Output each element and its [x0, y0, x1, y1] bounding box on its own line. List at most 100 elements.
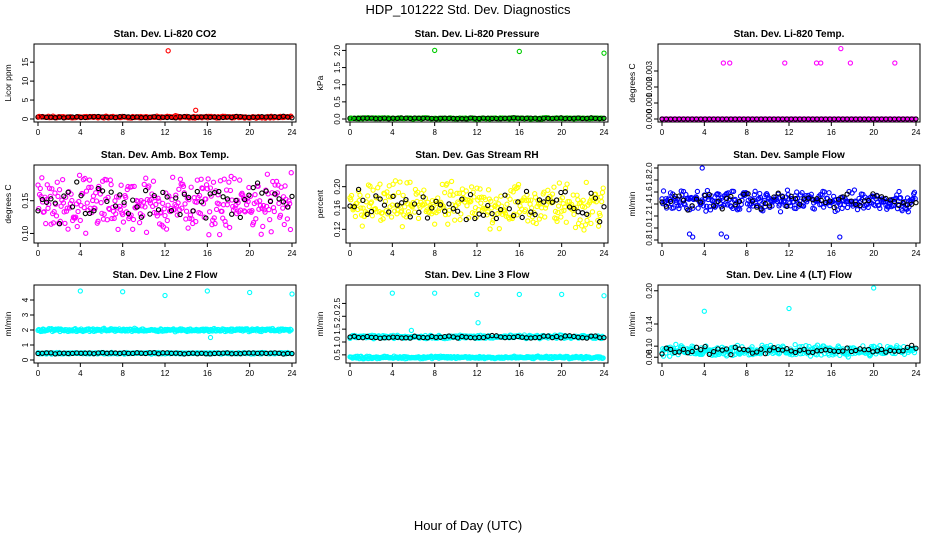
- data-point: [271, 208, 277, 215]
- data-point: [249, 208, 255, 214]
- mean-point: [835, 196, 842, 202]
- x-tick-label: 16: [515, 249, 524, 258]
- data-point: [64, 205, 70, 211]
- y-tick-label: 0.15: [21, 192, 30, 208]
- data-point: [204, 186, 210, 192]
- data-point: [44, 182, 50, 188]
- x-tick-label: 12: [785, 249, 794, 258]
- mean-point: [840, 348, 846, 354]
- x-tick-label: 8: [120, 369, 125, 378]
- y-axis-label: degrees C: [3, 184, 13, 223]
- data-point: [262, 209, 268, 215]
- data-point: [737, 206, 743, 212]
- data-point: [173, 192, 179, 198]
- outlier-point: [818, 60, 824, 66]
- data-point: [784, 187, 791, 193]
- y-tick-label: 0.14: [645, 316, 654, 332]
- data-point: [95, 218, 101, 224]
- x-tick-label: 24: [912, 249, 921, 258]
- mean-point: [454, 335, 461, 341]
- data-point: [179, 205, 185, 211]
- data-point: [716, 191, 722, 197]
- data-point: [559, 195, 566, 201]
- data-point: [153, 201, 159, 208]
- mean-point: [758, 206, 764, 212]
- data-point: [352, 213, 359, 220]
- mean-point: [364, 211, 370, 217]
- data-point: [851, 187, 858, 193]
- x-tick-label: 16: [203, 249, 212, 258]
- mean-point: [689, 203, 695, 209]
- mean-point: [865, 197, 872, 204]
- mean-point: [728, 193, 734, 200]
- outlier-point: [172, 112, 179, 119]
- data-point: [597, 212, 603, 219]
- x-tick-label: 0: [36, 249, 41, 258]
- x-tick-label: 20: [869, 128, 878, 137]
- data-point: [266, 206, 272, 213]
- data-point: [104, 217, 110, 223]
- data-point: [379, 210, 385, 216]
- data-point: [211, 215, 217, 221]
- x-tick-label: 4: [78, 249, 83, 258]
- data-point: [75, 208, 81, 215]
- data-point: [746, 207, 752, 213]
- data-point: [282, 183, 288, 189]
- mean-point: [588, 190, 594, 196]
- mean-point: [913, 116, 919, 122]
- data-point: [794, 189, 800, 195]
- data-point: [171, 207, 177, 213]
- data-point: [98, 200, 104, 206]
- data-point: [797, 198, 803, 204]
- data-point: [493, 196, 499, 202]
- data-point: [571, 211, 577, 218]
- mean-point: [909, 201, 915, 207]
- data-point: [667, 353, 673, 359]
- data-point: [464, 203, 470, 209]
- mean-point: [840, 194, 846, 200]
- y-tick-label: 1.0: [333, 79, 342, 91]
- x-tick-label: 12: [785, 128, 794, 137]
- mean-point: [814, 196, 820, 202]
- data-point: [694, 188, 701, 195]
- x-tick-label: 20: [245, 128, 254, 137]
- data-point: [392, 178, 399, 184]
- mean-point: [160, 189, 166, 196]
- data-point: [198, 176, 204, 182]
- mean-point: [541, 199, 547, 205]
- mean-point: [272, 191, 278, 197]
- mean-point: [848, 198, 855, 204]
- mean-point: [663, 203, 669, 209]
- data-point: [257, 198, 263, 204]
- mean-point: [74, 179, 80, 185]
- data-point: [360, 205, 366, 211]
- mean-point: [65, 189, 71, 195]
- mean-point: [61, 193, 67, 199]
- data-point: [186, 196, 192, 203]
- mean-point: [485, 202, 491, 209]
- data-point: [35, 182, 41, 188]
- mean-point: [698, 347, 704, 353]
- data-point: [57, 218, 63, 224]
- mean-point: [99, 188, 106, 194]
- panel-title: Stan. Dev. Gas Stream RH: [415, 150, 538, 161]
- outlier-point: [838, 45, 844, 52]
- y-tick-label: 0.08: [645, 349, 654, 365]
- x-tick-label: 0: [348, 128, 353, 137]
- data-point: [474, 185, 480, 191]
- outlier-point: [686, 231, 693, 237]
- mean-point: [463, 216, 469, 223]
- y-tick-label: 1.0: [645, 222, 654, 234]
- mean-point: [896, 202, 902, 209]
- data-point: [46, 185, 53, 191]
- data-point: [193, 218, 199, 225]
- data-point: [515, 181, 522, 188]
- mean-point: [450, 206, 456, 212]
- x-tick-label: 4: [78, 128, 83, 137]
- data-point: [553, 216, 559, 222]
- data-point: [357, 192, 363, 198]
- mean-point: [659, 199, 665, 205]
- data-point: [140, 199, 147, 205]
- data-point: [749, 344, 755, 350]
